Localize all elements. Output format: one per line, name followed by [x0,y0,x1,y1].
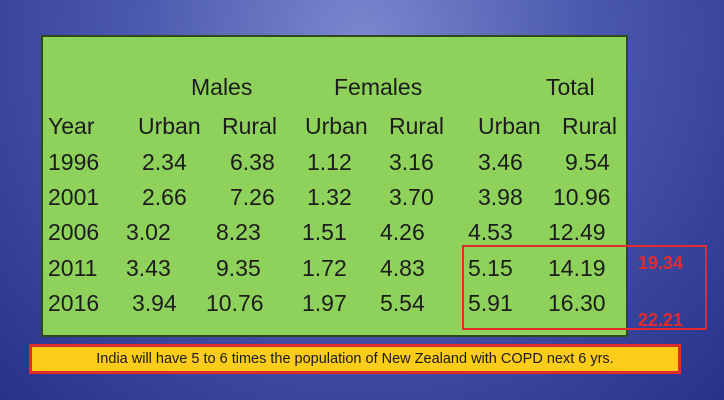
table-cell: 14.19 [548,255,606,281]
table-cell: 9.54 [565,149,610,175]
table-cell: 2006 [48,219,100,245]
table-cell: 1996 [48,149,100,175]
col-females-urban: Urban [305,113,368,139]
table-cell: 1.32 [307,184,352,210]
table-cell: 4.83 [380,255,425,281]
total-header: Total [546,74,595,100]
table-cell: 2001 [48,184,100,210]
table-cell: 1.51 [302,219,347,245]
table-cell: 8.23 [216,219,261,245]
col-females-rural: Rural [389,113,444,139]
highlight-total-2016: 22.21 [638,310,684,330]
table-cell: 2011 [48,255,98,281]
table-cell: 5.54 [380,290,425,316]
table-cell: 3.46 [478,149,523,175]
table-cell: 1.97 [302,290,347,316]
data-table-panel [41,35,628,337]
table-cell: 7.26 [230,184,275,210]
males-header: Males [191,74,253,100]
table-cell: 3.94 [132,290,177,316]
table-cell: 3.70 [389,184,434,210]
table-cell: 3.16 [389,149,434,175]
table-cell: 1.72 [302,255,347,281]
table-cell: 3.43 [126,255,171,281]
highlight-box [462,245,707,330]
col-year: Year [48,113,95,139]
table-cell: 4.53 [468,219,513,245]
table-cell: 9.35 [216,255,261,281]
table-cell: 2016 [48,290,100,316]
col-males-urban: Urban [138,113,201,139]
table-cell: 10.76 [206,290,264,316]
table-cell: 2.66 [142,184,187,210]
table-cell: 6.38 [230,149,275,175]
table-cell: 3.02 [126,219,171,245]
col-total-rural: Rural [562,113,617,139]
col-total-urban: Urban [478,113,541,139]
col-males-rural: Rural [222,113,277,139]
note-banner: India will have 5 to 6 times the populat… [29,344,681,374]
highlight-total-2011: 19.34 [638,253,684,273]
table-cell: 10.96 [553,184,611,210]
table-cell: 5.91 [468,290,513,316]
table-cell: 4.26 [380,219,425,245]
table-cell: 12.49 [548,219,606,245]
table-cell: 3.98 [478,184,523,210]
table-cell: 16.30 [548,290,606,316]
table-cell: 2.34 [142,149,187,175]
table-cell: 1.12 [307,149,352,175]
females-header: Females [334,74,423,100]
table-cell: 5.15 [468,255,513,281]
